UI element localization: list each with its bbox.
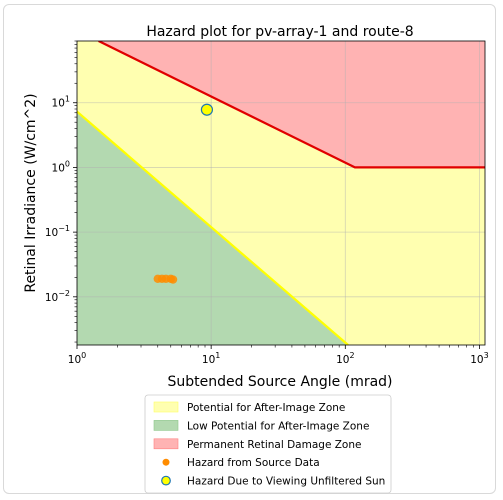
x-tick-label: 103: [470, 351, 488, 366]
y-tick-label: 10−1: [45, 224, 70, 239]
y-tick-label: 100: [52, 159, 70, 174]
legend-marker: [162, 458, 170, 466]
x-tick-label: 102: [336, 351, 354, 366]
source-data-point: [168, 275, 178, 284]
zone-permanent-damage: [77, 41, 485, 168]
legend: Potential for After-Image Zone Low Potent…: [144, 394, 392, 494]
plot-area: 100 101 102 103 10−2 10−1 100 101: [45, 40, 489, 366]
y-tick-label: 10−2: [45, 289, 70, 304]
legend-box: [144, 394, 392, 494]
legend-label: Potential for After-Image Zone: [187, 402, 345, 414]
x-axis-label: Subtended Source Angle (mrad): [167, 374, 392, 390]
x-tick-label: 101: [202, 351, 220, 366]
legend-label: Hazard Due to Viewing Unfiltered Sun: [187, 476, 385, 488]
y-tick-label: 101: [52, 95, 70, 110]
legend-marker: [161, 475, 171, 486]
legend-swatch: [153, 401, 179, 413]
legend-label: Hazard from Source Data: [187, 457, 320, 469]
legend-label: Permanent Retinal Damage Zone: [187, 439, 361, 451]
x-tick-label: 100: [68, 351, 86, 366]
plot-layers: [77, 41, 485, 345]
chart-title: Hazard plot for pv-array-1 and route-8: [146, 24, 413, 40]
unfiltered-sun-point: [200, 103, 214, 116]
legend-label: Low Potential for After-Image Zone: [187, 420, 369, 432]
legend-swatch: [153, 438, 179, 450]
permanent-damage-boundary-line: [98, 41, 485, 169]
legend-swatch: [153, 420, 179, 431]
low-potential-boundary-line: [77, 110, 349, 345]
y-axis-label: Retinal Irradiance (W/cm^2): [23, 93, 39, 292]
